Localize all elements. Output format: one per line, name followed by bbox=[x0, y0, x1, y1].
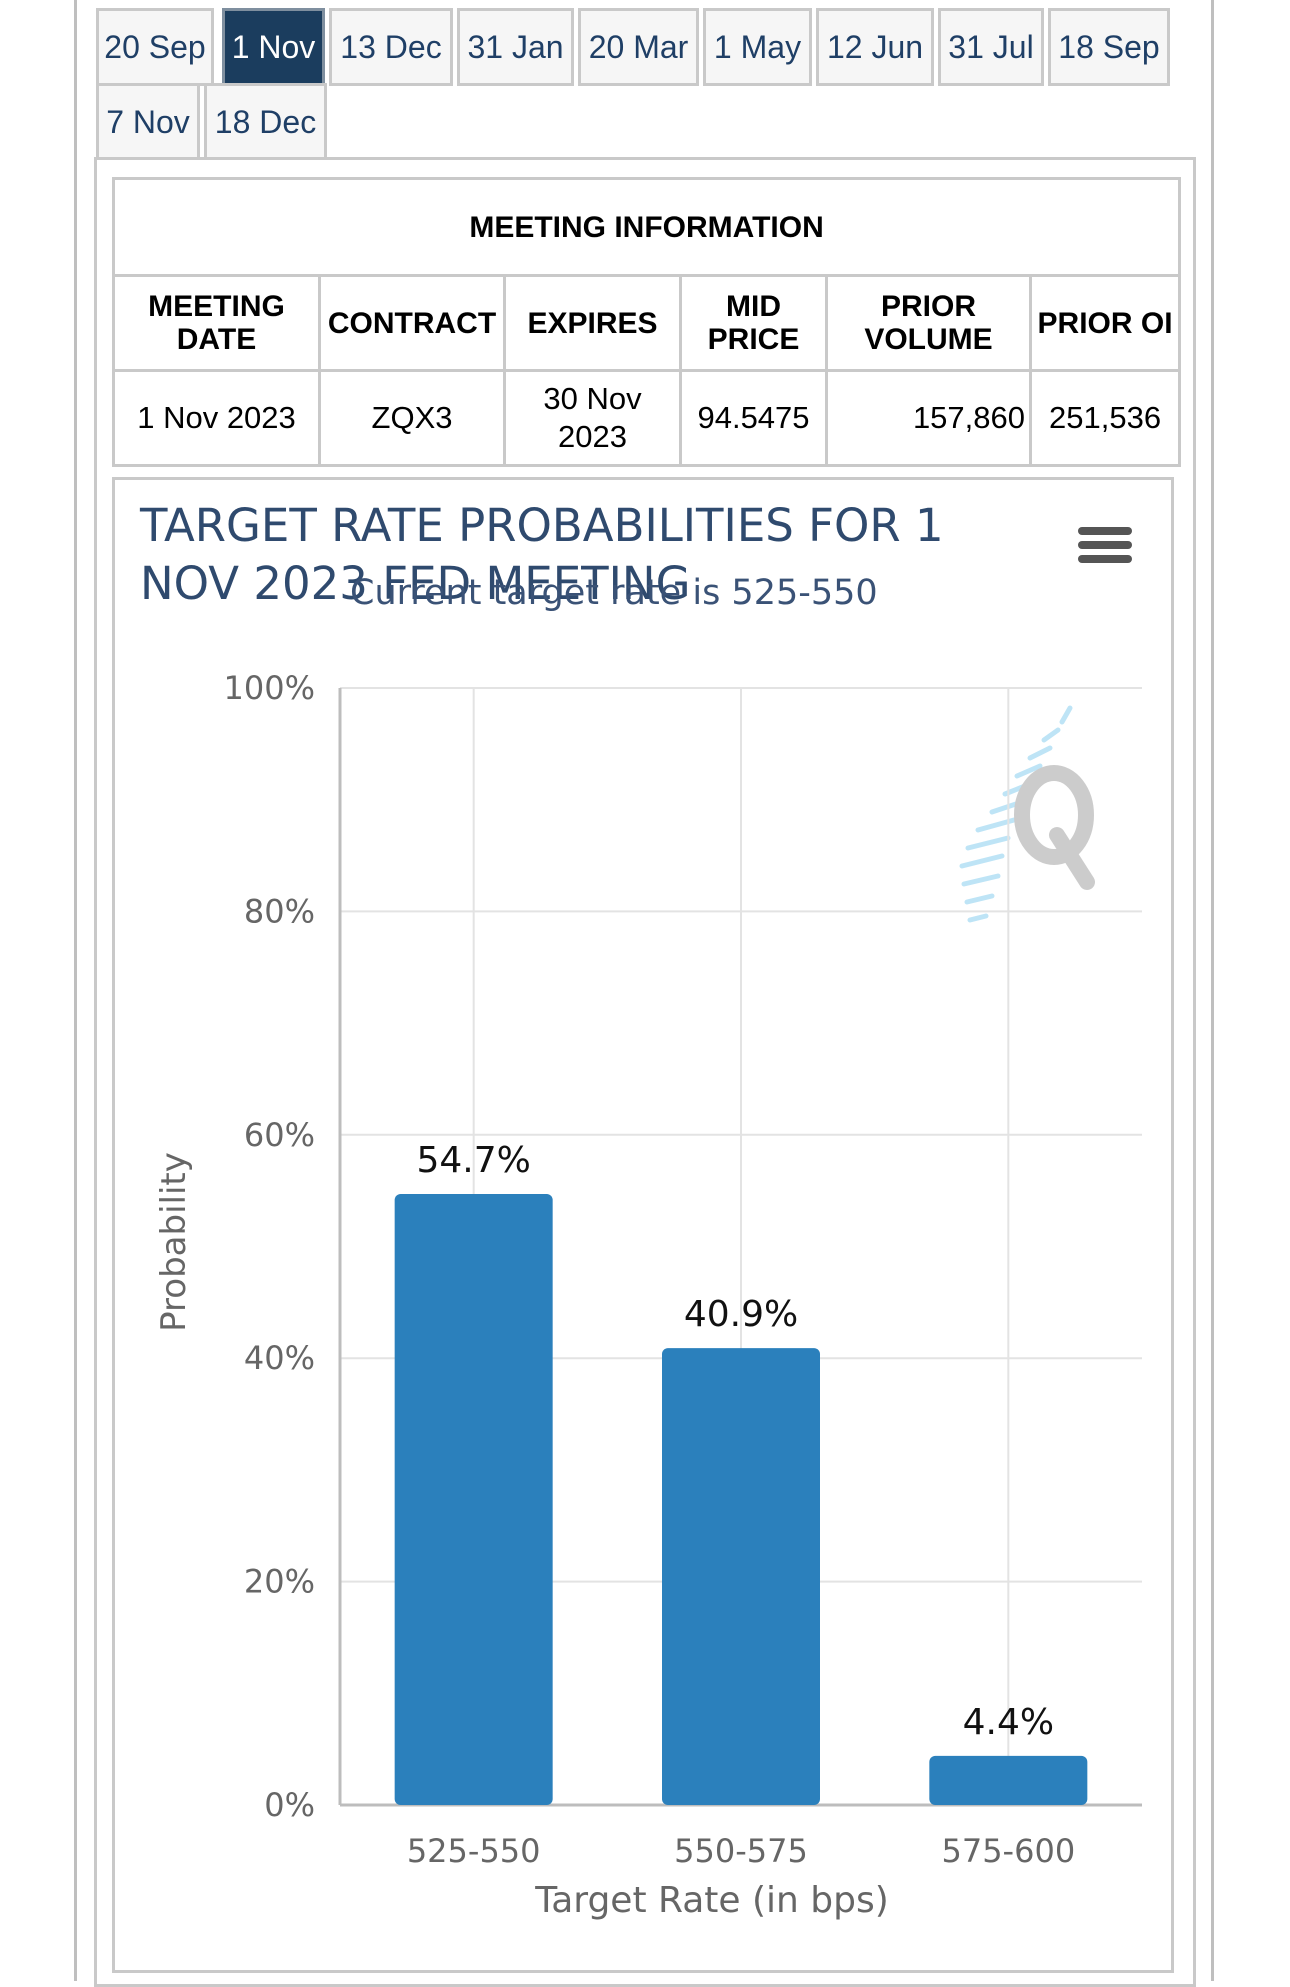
col-expires: EXPIRES bbox=[503, 274, 682, 372]
q-logo-watermark bbox=[959, 705, 1095, 923]
chart-container bbox=[112, 477, 1174, 1973]
x-tick-label: 550-575 bbox=[674, 1832, 808, 1870]
cell-prior-volume: 157,860 bbox=[825, 369, 1032, 467]
chart-subtitle: Current target rate is 525-550 bbox=[350, 573, 878, 613]
y-tick-label: 20% bbox=[244, 1563, 315, 1601]
tab-1-may[interactable]: 1 May bbox=[703, 8, 812, 86]
cell-meeting-date: 1 Nov 2023 bbox=[112, 369, 321, 467]
col-mid-price: MID PRICE bbox=[679, 274, 828, 372]
chart-title: TARGET RATE PROBABILITIES FOR 1 NOV 2023… bbox=[140, 499, 944, 610]
cell-expires: 30 Nov 2023 bbox=[503, 369, 682, 467]
tab-20-mar[interactable]: 20 Mar bbox=[578, 8, 699, 86]
tab-1-nov[interactable]: 1 Nov bbox=[222, 8, 325, 86]
bar-525-550 bbox=[394, 1194, 553, 1805]
y-axis-label: Probability bbox=[154, 1152, 194, 1332]
y-tick-label: 40% bbox=[244, 1339, 315, 1377]
col-prior-volume: PRIOR VOLUME bbox=[825, 274, 1032, 372]
meeting-information-table: MEETING INFORMATION MEETING DATE CONTRAC… bbox=[111, 177, 1182, 467]
cell-prior-oi: 251,536 bbox=[1028, 369, 1182, 467]
tab-31-jan[interactable]: 31 Jan bbox=[457, 8, 574, 86]
x-tick-label: 525-550 bbox=[407, 1832, 541, 1870]
tab-18-dec[interactable]: 18 Dec bbox=[204, 83, 327, 161]
cell-mid-price: 94.5475 bbox=[679, 369, 828, 467]
bar-550-575 bbox=[662, 1348, 820, 1805]
data-label: 40.9% bbox=[684, 1294, 798, 1335]
tab-13-dec[interactable]: 13 Dec bbox=[329, 8, 453, 86]
x-tick-label: 575-600 bbox=[941, 1832, 1075, 1870]
y-tick-label: 100% bbox=[224, 669, 315, 707]
y-tick-label: 0% bbox=[264, 1786, 315, 1824]
col-meeting-date: MEETING DATE bbox=[112, 274, 321, 372]
cell-contract: ZQX3 bbox=[318, 369, 506, 467]
data-label: 54.7% bbox=[416, 1140, 530, 1181]
tab-12-jun[interactable]: 12 Jun bbox=[816, 8, 934, 86]
page-frame bbox=[74, 0, 1214, 1981]
bar-chart: 0% 20% 40% 60% 80% 100% 54.7% 525-550 40.9% 550-5… bbox=[154, 669, 1142, 1921]
data-label: 4.4% bbox=[963, 1702, 1054, 1743]
y-tick-label: 60% bbox=[244, 1116, 315, 1154]
meeting-information-heading: MEETING INFORMATION bbox=[111, 177, 1182, 277]
tab-18-sep[interactable]: 18 Sep bbox=[1048, 8, 1170, 86]
bar-575-600 bbox=[929, 1755, 1088, 1805]
x-axis-label: Target Rate (in bps) bbox=[534, 1880, 889, 1921]
hamburger-menu-icon[interactable] bbox=[1078, 527, 1132, 573]
col-prior-oi: PRIOR OI bbox=[1028, 274, 1182, 372]
tab-31-jul[interactable]: 31 Jul bbox=[938, 8, 1044, 86]
table-row: 1 Nov 2023 ZQX3 30 Nov 2023 94.5475 157,… bbox=[112, 369, 1182, 467]
tab-20-sep[interactable]: 20 Sep bbox=[96, 8, 214, 86]
col-contract: CONTRACT bbox=[318, 274, 506, 372]
tab-7-nov[interactable]: 7 Nov bbox=[96, 83, 200, 161]
y-tick-label: 80% bbox=[244, 892, 315, 930]
